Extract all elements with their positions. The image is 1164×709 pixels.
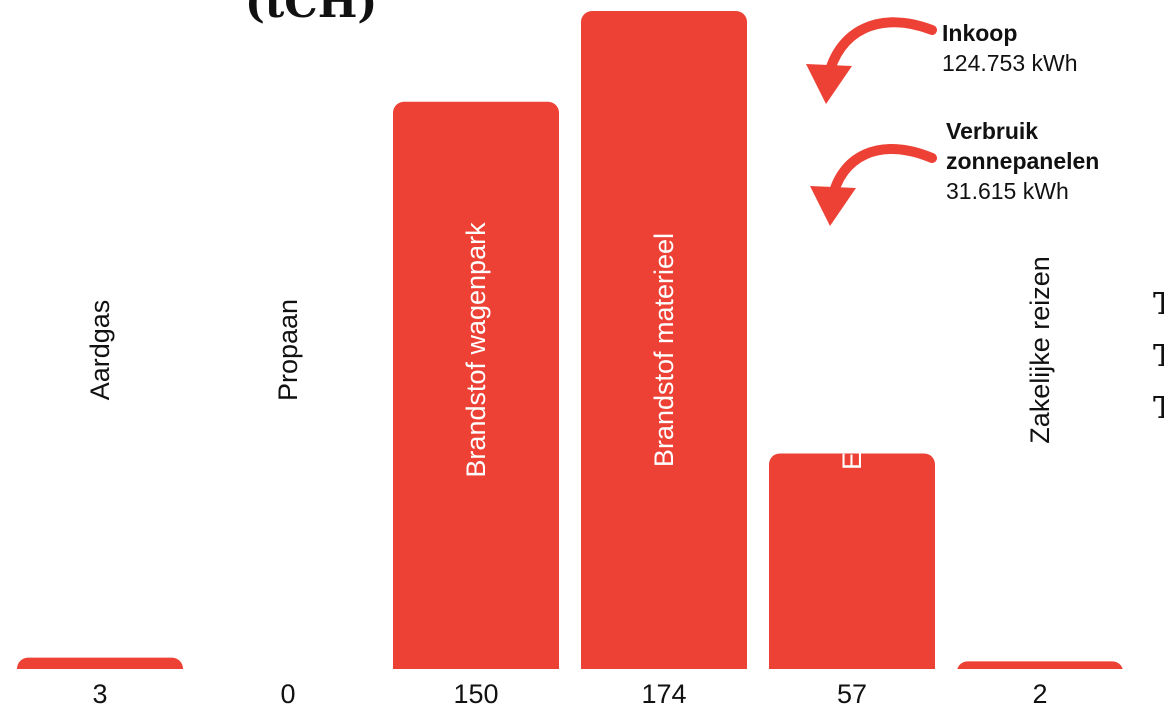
value-label-brandstof-wagenpark: 150: [453, 679, 498, 709]
bar-brandstof-materieel: [581, 11, 747, 669]
bar-brandstof-wagenpark: [393, 101, 559, 669]
chart-unit-label: (tCH): [245, 0, 378, 27]
side-letter: T: [1153, 339, 1164, 374]
category-label-brandstof-wagenpark: Brandstof wagenpark: [461, 222, 491, 478]
category-label-propaan: Propaan: [273, 299, 303, 401]
bar-zakelijke-reizen: [957, 661, 1123, 669]
annotation-zonnepanelen: Verbruik zonnepanelen 31.615 kWh: [946, 116, 1164, 206]
bar-aardgas: [17, 657, 183, 669]
annotation-inkoop: Inkoop 124.753 kWh: [942, 18, 1078, 78]
category-label-zakelijke-reizen: Zakelijke reizen: [1025, 256, 1055, 444]
annotation-zonnepanelen-title: Verbruik zonnepanelen: [946, 118, 1100, 174]
side-letter: T: [1153, 391, 1164, 426]
side-letter: T: [1153, 287, 1164, 322]
bar-elektriciteitsverbruik: [769, 453, 935, 669]
category-label-elektriciteitsverbruik: Elektriciteitsverbruik: [837, 229, 867, 470]
annotation-zonnepanelen-value: 31.615 kWh: [946, 178, 1069, 204]
category-label-aardgas: Aardgas: [85, 300, 115, 401]
value-label-propaan: 0: [280, 679, 295, 709]
zonnepanelen-arrow-icon: [810, 144, 937, 226]
value-label-elektriciteitsverbruik: 57: [837, 679, 867, 709]
value-label-aardgas: 3: [92, 679, 107, 709]
annotation-inkoop-value: 124.753 kWh: [942, 50, 1078, 76]
annotation-inkoop-title: Inkoop: [942, 20, 1018, 46]
inkoop-arrow-icon: [806, 17, 937, 104]
category-label-brandstof-materieel: Brandstof materieel: [649, 233, 679, 467]
value-label-zakelijke-reizen: 2: [1032, 679, 1047, 709]
value-label-brandstof-materieel: 174: [641, 679, 686, 709]
